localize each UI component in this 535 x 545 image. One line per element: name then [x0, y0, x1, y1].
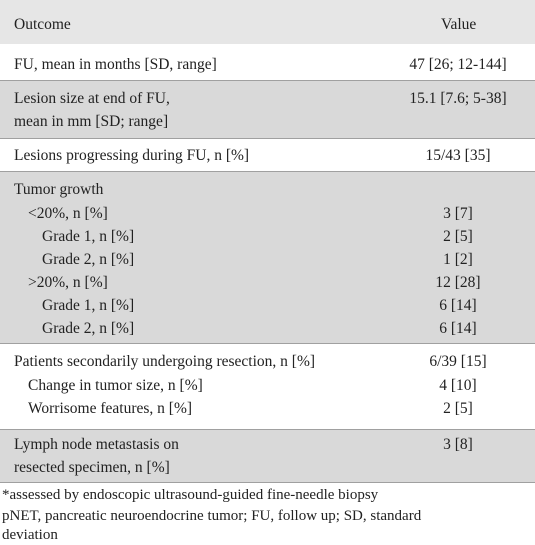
row-label: Worrisome features, n [%] — [28, 400, 193, 417]
row-label: Lymph node metastasis on — [14, 436, 179, 453]
row-label: Tumor growth — [14, 181, 104, 198]
table-row: Tumor growth <20%, n [%] 3 [7] Grade 1, … — [0, 171, 535, 343]
footnote-abbrev-2: pNET, pancreatic neuroendocrine tumor; F… — [2, 508, 422, 524]
row-value: 2 [5] — [443, 228, 473, 245]
row-label: Grade 2, n [%] — [42, 251, 135, 268]
row-value: 2 [5] — [443, 400, 473, 417]
header-outcome: Outcome — [14, 16, 71, 33]
row-label: <20%, n [%] — [28, 205, 108, 222]
row-label: Change in tumor size, n [%] — [28, 377, 203, 394]
table-bottom-rule — [0, 482, 535, 483]
table-row: Lesions progressing during FU, n [%] 15/… — [0, 138, 535, 171]
table-header: Outcome Value — [0, 0, 535, 46]
row-value: 4 [10] — [439, 377, 477, 394]
row-label: Lesion size at end of FU, — [14, 90, 170, 107]
row-value: 12 [28] — [435, 274, 481, 291]
table-row: Lesion size at end of FU, mean in mm [SD… — [0, 80, 535, 138]
table-row: Patients secondarily undergoing resectio… — [0, 343, 535, 429]
table-row: Lymph node metastasis on resected specim… — [0, 429, 535, 482]
row-value: 47 [26; 12-144] — [409, 56, 507, 73]
row-label: Grade 1, n [%] — [42, 297, 135, 314]
row-value: 6 [14] — [439, 320, 477, 337]
row-label: Grade 2, n [%] — [42, 320, 135, 337]
row-value: 3 [8] — [443, 436, 473, 453]
row-label: Patients secondarily undergoing resectio… — [14, 353, 316, 370]
header-value: Value — [441, 16, 477, 33]
row-label: Lesions progressing during FU, n [%] — [14, 147, 250, 164]
row-value: 3 [7] — [443, 205, 473, 222]
row-value: 1 [2] — [443, 251, 473, 268]
row-label: Grade 1, n [%] — [42, 228, 135, 245]
footnote-abbrev-3: deviation — [2, 527, 58, 543]
row-label: >20%, n [%] — [28, 274, 108, 291]
row-value: 15/43 [35] — [425, 147, 491, 164]
row-label: mean in mm [SD; range] — [14, 113, 169, 130]
row-value: 6/39 [15] — [429, 353, 487, 370]
table-row: FU, mean in months [SD, range] 47 [26; 1… — [0, 48, 535, 80]
row-label: FU, mean in months [SD, range] — [14, 56, 217, 73]
row-label: resected specimen, n [%] — [14, 459, 170, 476]
row-value: 6 [14] — [439, 297, 477, 314]
row-value: 15.1 [7.6; 5-38] — [409, 90, 507, 107]
footnote-abbrev-1: *assessed by endoscopic ultrasound-guide… — [2, 487, 379, 503]
